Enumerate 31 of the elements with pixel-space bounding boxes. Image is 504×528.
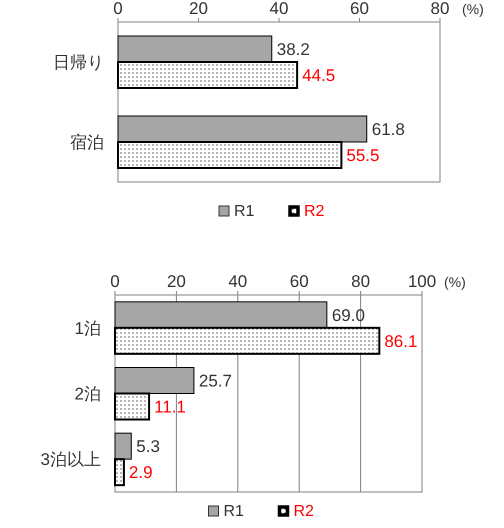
x-tick-label: 0: [110, 272, 120, 291]
x-tick-label: 20: [189, 0, 208, 18]
x-axis-title: (%): [444, 274, 466, 290]
legend-label: R2: [294, 503, 314, 520]
x-axis-title: (%): [462, 1, 484, 17]
y-tick-label: 1泊: [74, 318, 101, 338]
x-tick-label: 60: [290, 272, 309, 291]
x-tick-label: 40: [228, 272, 248, 291]
y-tick-label: 宿泊: [70, 133, 104, 152]
x-tick-label: 100: [408, 272, 436, 291]
y-tick-label: 日帰り: [53, 53, 104, 72]
x-tick-label: 20: [166, 272, 186, 291]
x-tick-label: 80: [351, 272, 370, 291]
data-label: 61.8: [372, 120, 405, 139]
x-tick-label: 80: [430, 0, 450, 18]
data-label: 44.5: [302, 66, 336, 85]
data-label: 11.1: [154, 398, 186, 416]
data-label: 25.7: [198, 372, 232, 390]
data-label: 55.5: [346, 146, 380, 165]
data-label: 5.3: [136, 437, 160, 456]
y-tick-label: 3泊以上: [40, 450, 101, 470]
x-tick-label: 40: [270, 0, 288, 18]
x-tick-label: 0: [113, 0, 123, 18]
legend-label: R2: [304, 203, 325, 220]
y-tick-label: 2泊: [74, 384, 101, 404]
data-label: 2.9: [128, 463, 153, 482]
legend-label: R1: [234, 203, 255, 220]
legend-label: R1: [224, 503, 244, 520]
data-label: 38.2: [276, 40, 310, 59]
x-tick-label: 60: [350, 0, 369, 18]
data-label: 86.1: [384, 332, 418, 351]
